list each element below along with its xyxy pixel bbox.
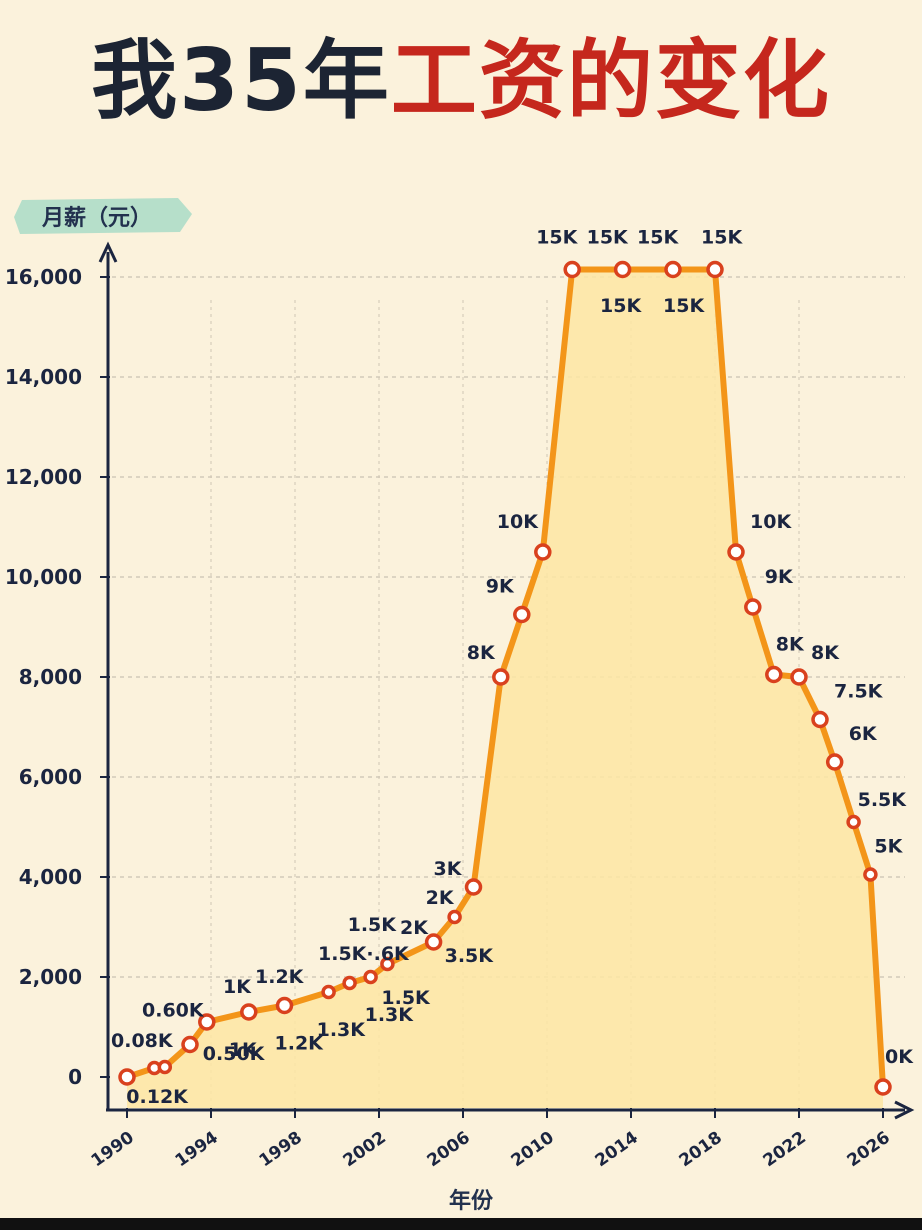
- y-tick-label: 8,000: [19, 665, 82, 689]
- y-axis-label-text: 月薪（元）: [41, 205, 152, 231]
- y-axis-arrow: [98, 241, 118, 263]
- x-tick-label: 2022: [760, 1128, 810, 1172]
- data-label: 1.2K: [275, 1033, 325, 1055]
- data-point: [744, 598, 762, 616]
- data-point: [198, 1013, 216, 1031]
- data-point: [321, 984, 336, 1000]
- y-tick-label: 0: [68, 1065, 82, 1089]
- data-label-extra: 15K: [663, 295, 705, 317]
- y-tick-label: 4,000: [19, 865, 82, 889]
- data-point: [846, 814, 861, 830]
- x-tick-label: 2026: [844, 1128, 894, 1172]
- data-point: [874, 1078, 892, 1096]
- data-label: 1.3K: [317, 1019, 367, 1041]
- data-label: 9K: [486, 576, 515, 598]
- x-tick-labels: 1990 1994 1998 2002 2006 2010 2014 2018 2022 2026: [88, 1108, 894, 1171]
- y-tick-label: 12,000: [5, 465, 82, 489]
- y-axis-label: 月薪（元）: [14, 198, 192, 234]
- data-point: [118, 1068, 136, 1086]
- y-tick-label: 16,000: [5, 265, 82, 289]
- data-label: 15K: [587, 227, 629, 249]
- data-label-extra: 2K: [400, 917, 429, 939]
- data-label: 1K: [229, 1039, 258, 1061]
- x-axis-arrow: [894, 1100, 915, 1120]
- data-point: [727, 543, 745, 561]
- title-part2: 工资的变化: [390, 31, 831, 131]
- data-label: 0.12K: [126, 1086, 189, 1108]
- x-tick-label: 2014: [592, 1128, 642, 1172]
- data-point: [157, 1059, 173, 1075]
- data-point: [513, 605, 531, 624]
- x-tick-label: 2010: [508, 1128, 558, 1172]
- data-point: [765, 665, 783, 684]
- title-part1: 我35年: [90, 31, 391, 131]
- data-label: 15K: [701, 227, 743, 249]
- data-point: [825, 753, 844, 771]
- data-point: [613, 260, 632, 279]
- y-tick-labels: 0 2,000 4,000 6,000 8,000 10,000 12,000 14,000 1…: [5, 265, 110, 1089]
- data-label: 6K: [849, 723, 878, 745]
- x-tick-label: 2018: [676, 1128, 726, 1172]
- x-tick-label: 2002: [340, 1128, 390, 1172]
- data-label: 0K: [885, 1046, 914, 1068]
- data-label: 0.08K: [111, 1030, 174, 1052]
- data-label: 3K: [434, 858, 463, 880]
- x-tick-label: 1990: [88, 1128, 138, 1172]
- data-point: [863, 867, 878, 882]
- x-tick-label: 1998: [256, 1128, 306, 1172]
- data-label: 1.5K: [381, 987, 431, 1009]
- data-label-extra: 1K: [223, 976, 252, 998]
- data-point: [342, 975, 357, 991]
- data-label: 9K: [765, 566, 794, 588]
- data-label: 10K: [750, 511, 792, 533]
- data-point: [492, 668, 510, 686]
- data-point: [534, 543, 552, 561]
- data-point: [240, 1003, 258, 1021]
- data-label: 5K: [874, 836, 903, 858]
- x-axis-label: 年份: [449, 1188, 494, 1214]
- data-point: [706, 260, 724, 279]
- x-tick-label: 2006: [424, 1128, 474, 1172]
- x-tick-label: 1994: [172, 1128, 222, 1172]
- axes: [98, 241, 915, 1120]
- data-label-extra: 15K: [600, 295, 642, 317]
- data-point: [811, 710, 829, 729]
- salary-area: [127, 269, 883, 1108]
- data-label: 8K: [776, 634, 805, 656]
- data-point: [181, 1035, 199, 1054]
- data-label: 15K: [637, 227, 679, 249]
- data-label-extra: 1.5K·.6K: [318, 943, 410, 965]
- y-tick-label: 2,000: [19, 965, 82, 989]
- data-label: 0.50K: [203, 1043, 266, 1065]
- data-point: [380, 956, 395, 972]
- data-point: [464, 878, 483, 896]
- y-tick-label: 10,000: [5, 565, 82, 589]
- data-point: [275, 996, 294, 1015]
- data-label-extra: 1.2K: [255, 966, 305, 988]
- data-label: 8K: [467, 642, 496, 664]
- data-points: [118, 260, 892, 1096]
- data-point: [447, 909, 462, 925]
- data-point: [790, 668, 808, 686]
- data-label: 5.5K: [858, 789, 908, 811]
- data-point: [664, 260, 682, 279]
- bottom-border: [0, 1218, 922, 1230]
- y-tick-label: 14,000: [5, 365, 82, 389]
- y-tick-label: 6,000: [19, 765, 82, 789]
- data-label: 7.5K: [834, 681, 884, 703]
- data-label: 10K: [497, 511, 539, 533]
- data-label: 15K: [536, 227, 578, 249]
- data-point: [363, 969, 378, 985]
- data-label: 3.5K: [445, 945, 495, 967]
- data-label: 8K: [811, 642, 840, 664]
- chart-title: 我35年工资的变化: [0, 37, 922, 125]
- data-point: [424, 933, 443, 951]
- data-point: [563, 260, 581, 279]
- data-label: 1.3K: [365, 1004, 415, 1026]
- data-label: 1.5K: [348, 914, 398, 936]
- data-label: 0.60K: [142, 1000, 205, 1022]
- data-label: 2K: [426, 887, 455, 909]
